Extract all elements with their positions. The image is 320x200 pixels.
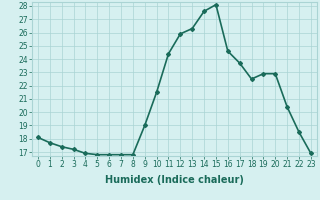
X-axis label: Humidex (Indice chaleur): Humidex (Indice chaleur): [105, 175, 244, 185]
